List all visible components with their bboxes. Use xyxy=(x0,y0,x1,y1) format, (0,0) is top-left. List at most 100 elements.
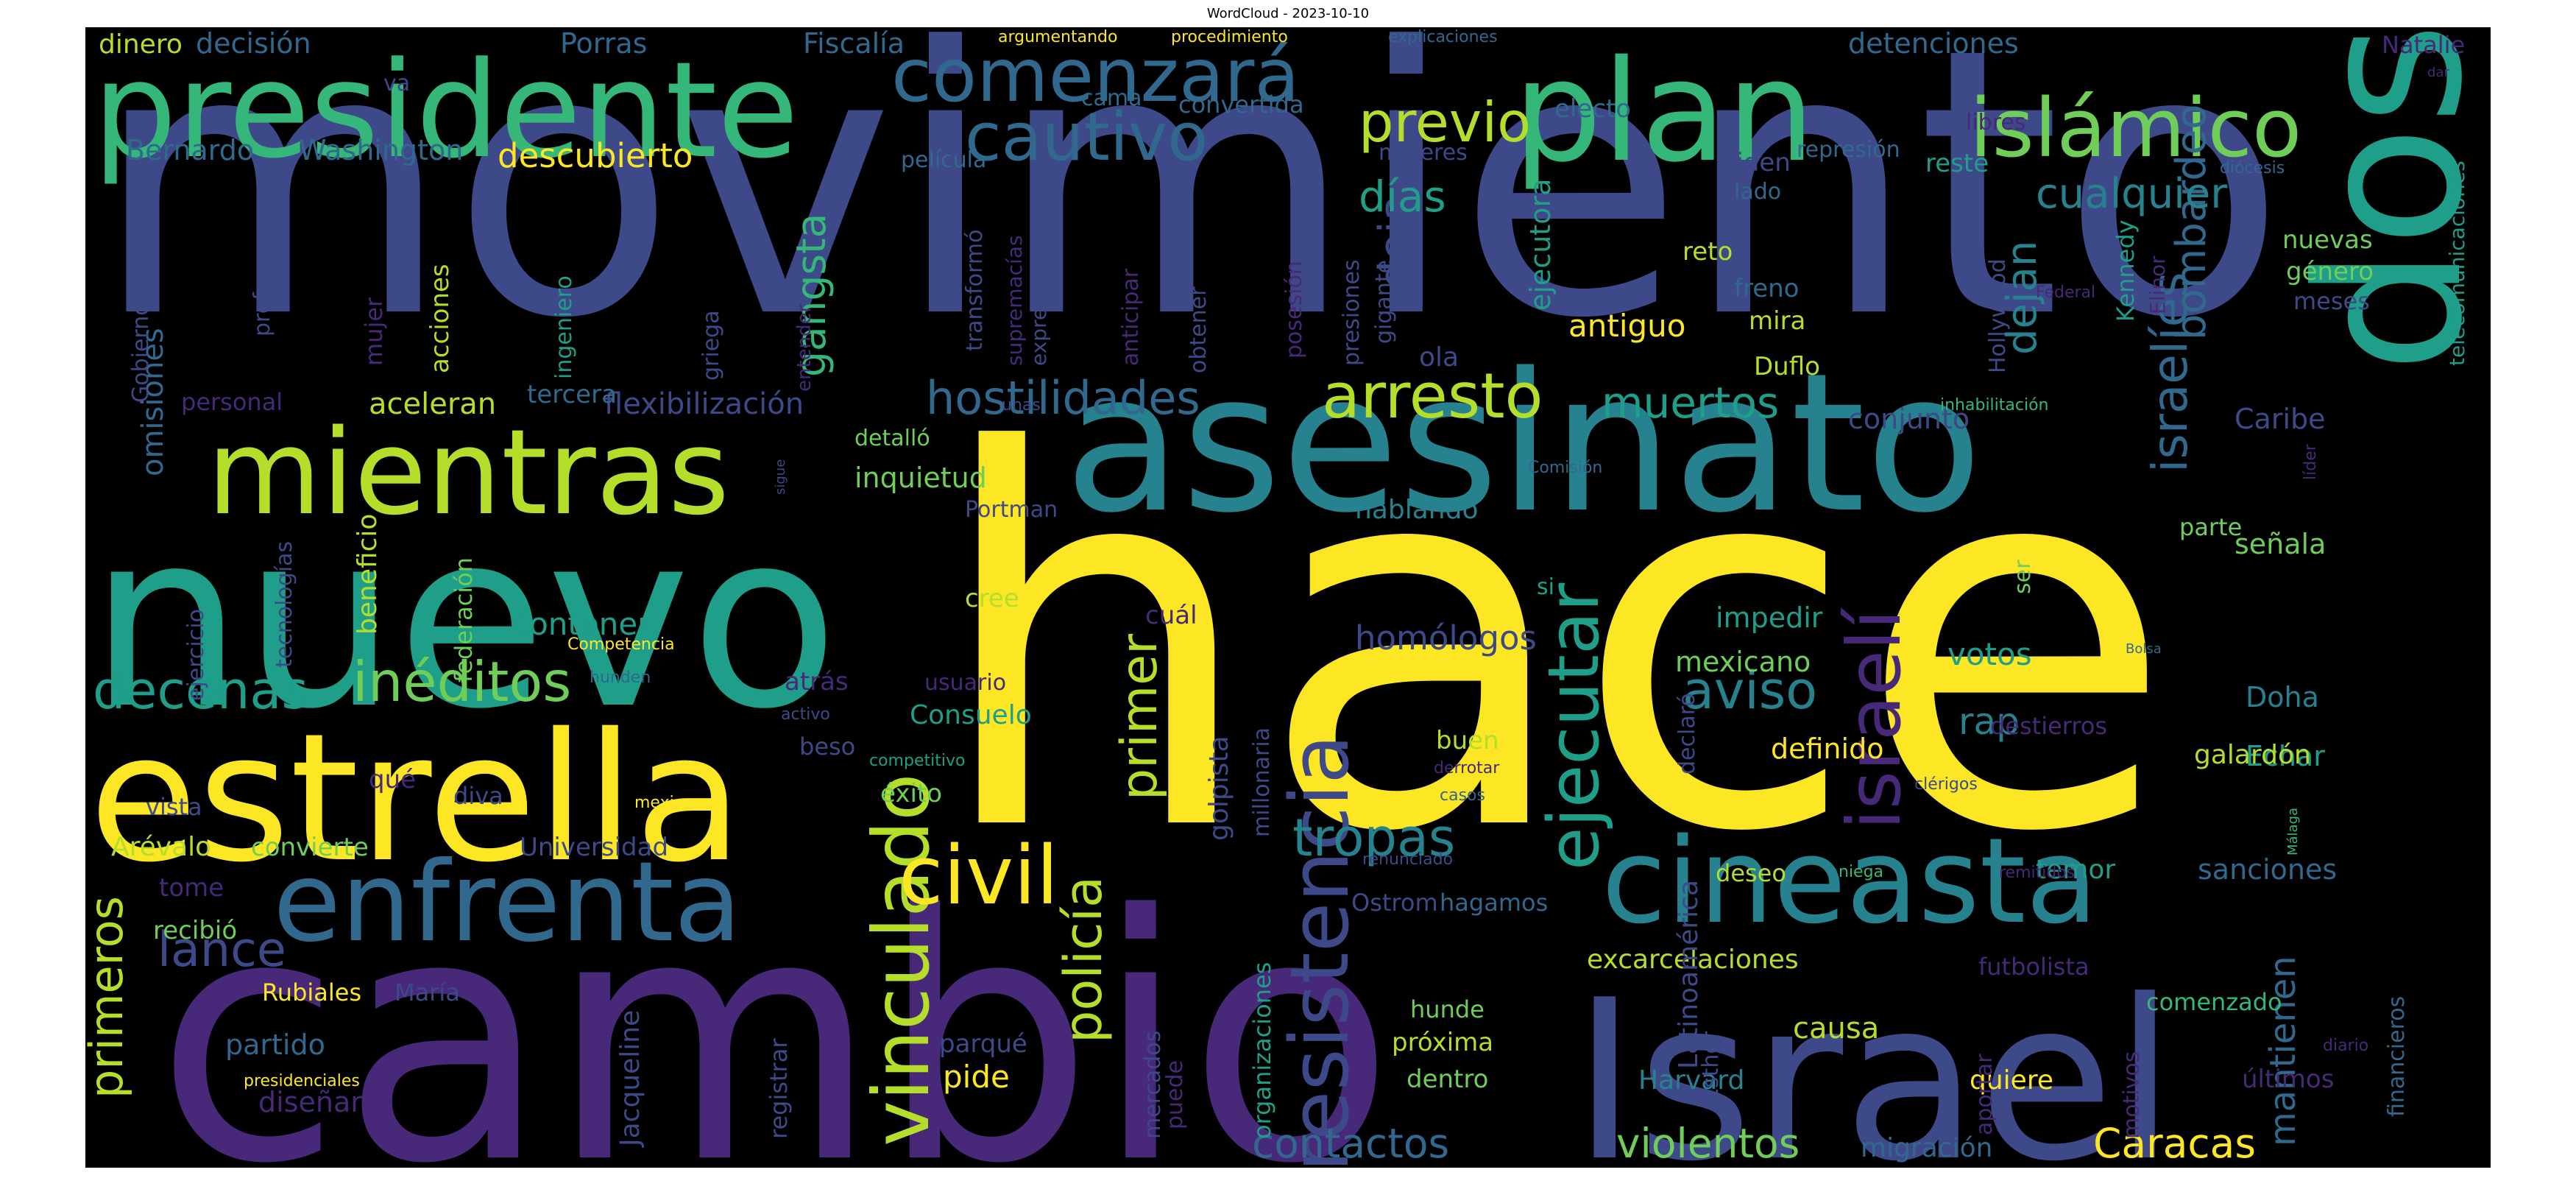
word-109: cuál xyxy=(1145,601,1197,630)
word-147: Duflo xyxy=(1754,352,1820,381)
word-120: María xyxy=(394,978,460,1006)
word-175: unas xyxy=(1002,396,1041,415)
word-132: personal xyxy=(181,388,283,416)
word-70: Echar xyxy=(2246,740,2325,772)
word-104: comenzado xyxy=(2146,988,2282,1016)
word-32: israelíes xyxy=(2142,272,2198,473)
word-114: diva xyxy=(453,782,503,810)
word-73: temor xyxy=(2036,855,2115,885)
word-11: cineasta xyxy=(1602,812,2098,950)
word-102: motivos xyxy=(2119,1051,2145,1139)
word-158: argumentando xyxy=(998,28,1117,46)
word-68: definido xyxy=(1771,733,1883,765)
word-78: Consuelo xyxy=(910,700,1032,730)
word-16: vinculado xyxy=(857,773,946,1146)
word-60: detenciones xyxy=(1848,27,2019,60)
word-1: hace xyxy=(932,345,2174,945)
word-143: ola xyxy=(1419,342,1459,373)
word-103: últimos xyxy=(2242,1065,2334,1094)
word-35: muertos xyxy=(1602,378,1779,428)
word-170: libres xyxy=(1966,110,2025,135)
word-178: Portman xyxy=(965,497,1058,523)
word-192: declaró xyxy=(1674,693,1700,775)
word-93: registrar xyxy=(765,1038,793,1139)
word-24: previo xyxy=(1359,90,1531,155)
word-38: días xyxy=(1359,172,1446,222)
word-198: puede xyxy=(1162,1060,1188,1129)
word-20: cautivo xyxy=(965,99,1208,176)
word-64: señala xyxy=(2234,528,2326,560)
word-166: Biden xyxy=(1719,148,1791,177)
word-129: acciones xyxy=(425,264,455,373)
word-100: Esther xyxy=(1698,1031,1724,1102)
word-111: usuario xyxy=(924,670,1006,696)
word-19: civil xyxy=(899,828,1058,923)
word-62: conjunto xyxy=(1848,403,1970,435)
word-164: película xyxy=(901,147,986,173)
word-4: asesinato xyxy=(1064,333,1983,555)
word-101: aportar xyxy=(1972,1054,1998,1135)
word-125: ejercicio xyxy=(183,609,209,701)
word-96: golpista xyxy=(1204,736,1234,841)
word-187: activo xyxy=(781,705,830,724)
word-46: contener xyxy=(512,606,651,642)
word-172: dar xyxy=(2427,65,2449,80)
word-52: causa xyxy=(1793,1012,1879,1045)
word-15: comenzará xyxy=(891,32,1300,119)
word-77: quiere xyxy=(1970,1065,2053,1096)
word-14: islámico xyxy=(1970,81,2301,175)
word-131: tercera xyxy=(527,380,617,409)
word-168: reste xyxy=(1925,149,1989,178)
word-17: israelí xyxy=(1831,607,1917,830)
word-115: qué xyxy=(369,765,416,794)
word-142: gigante xyxy=(1371,260,1397,344)
word-130: ingeniero xyxy=(551,275,577,379)
word-134: entender xyxy=(793,304,815,392)
word-66: impedir xyxy=(1716,602,1823,634)
wordcloud-canvas: movimiento hace cambio nuevo asesinato Israel… xyxy=(85,27,2491,1168)
word-179: Comisión xyxy=(1528,459,1602,477)
word-123: tecnologías xyxy=(272,541,297,668)
word-183: ser xyxy=(2010,560,2036,594)
word-176: detalló xyxy=(854,426,930,451)
word-44: mantienen xyxy=(2262,956,2304,1146)
word-169: lado xyxy=(1734,179,1781,205)
word-128: mujer xyxy=(360,297,388,366)
word-67: mexicano xyxy=(1675,646,1811,678)
word-110: atrás xyxy=(785,667,849,696)
word-152: género xyxy=(2286,257,2374,286)
word-86: Ostrom xyxy=(1351,889,1438,917)
word-188: competitivo xyxy=(869,752,965,770)
word-75: migración xyxy=(1861,1133,1992,1163)
word-122: beneficio xyxy=(353,514,383,635)
chart-title: WordCloud - 2023-10-10 xyxy=(1206,6,1370,21)
word-5: Israel xyxy=(1572,953,2176,1168)
word-69: Doha xyxy=(2246,681,2319,713)
word-150: Elinor xyxy=(2145,255,2170,314)
word-61: inquietud xyxy=(854,462,987,494)
word-159: procedimiento xyxy=(1171,28,1288,46)
word-107: destierros xyxy=(1990,712,2107,740)
word-148: Hollywood xyxy=(1985,258,2011,373)
word-157: va xyxy=(383,71,410,96)
word-199: diario xyxy=(2323,1037,2368,1055)
word-184: Competencia xyxy=(567,635,675,654)
word-197: remitidos xyxy=(1999,864,2075,882)
word-58: Porras xyxy=(560,27,647,60)
word-9: presidente xyxy=(93,34,799,188)
word-34: cualquier xyxy=(2036,170,2228,218)
word-82: partido xyxy=(225,1029,325,1061)
word-144: reto xyxy=(1682,237,1733,267)
word-193: clérigos xyxy=(1914,775,1978,794)
word-141: presiones xyxy=(1339,259,1365,366)
word-85: hagamos xyxy=(1440,889,1548,917)
word-180: líder xyxy=(2301,443,2320,480)
word-53: votos xyxy=(1947,636,2032,672)
word-160: explicaciones xyxy=(1388,28,1498,46)
word-195: renunciado xyxy=(1362,850,1453,869)
word-12: enfrenta xyxy=(273,839,742,967)
word-182: si xyxy=(1537,574,1554,600)
word-106: financieros xyxy=(2384,996,2410,1117)
word-155: Natalie xyxy=(2382,31,2465,59)
